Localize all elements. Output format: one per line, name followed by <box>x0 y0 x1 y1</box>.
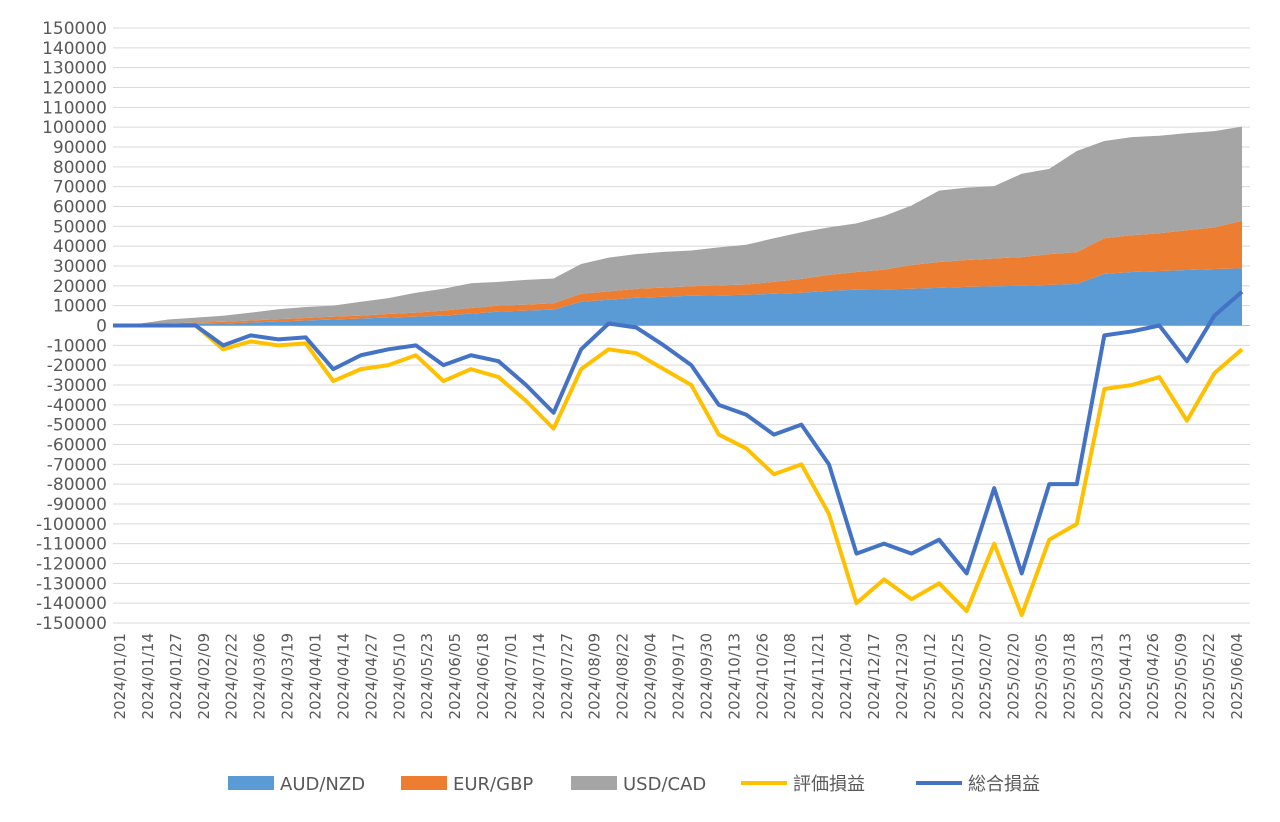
legend-swatch <box>571 776 617 790</box>
x-tick-label: 2024/03/06 <box>251 633 269 719</box>
area-aud-nzd <box>113 268 1242 326</box>
x-tick-label: 2024/12/30 <box>893 633 911 719</box>
x-tick-label: 2024/06/05 <box>446 633 464 719</box>
y-tick-label: 150000 <box>42 19 107 39</box>
x-tick-label: 2025/04/13 <box>1116 633 1134 719</box>
y-tick-label: -100000 <box>36 515 107 535</box>
x-tick-label: 2024/02/22 <box>223 633 241 719</box>
legend-swatch <box>401 776 447 790</box>
y-tick-label: 60000 <box>53 198 107 218</box>
y-tick-label: -60000 <box>47 436 107 456</box>
y-tick-label: -70000 <box>47 455 107 475</box>
y-tick-label: 40000 <box>53 237 107 257</box>
x-tick-label: 2024/09/17 <box>670 633 688 719</box>
y-tick-label: -140000 <box>36 594 107 614</box>
x-tick-label: 2025/03/31 <box>1088 633 1106 719</box>
x-tick-label: 2024/01/27 <box>167 633 185 719</box>
y-tick-label: -20000 <box>47 356 107 376</box>
x-tick-label: 2024/08/09 <box>586 633 604 719</box>
legend-swatch <box>228 776 274 790</box>
y-tick-label: -110000 <box>36 535 107 555</box>
legend-label: USD/CAD <box>623 774 706 795</box>
x-tick-label: 2024/11/08 <box>781 633 799 719</box>
y-tick-label: 100000 <box>42 118 107 138</box>
y-tick-label: -150000 <box>36 614 107 634</box>
y-tick-label: 90000 <box>53 138 107 158</box>
x-tick-label: 2025/03/18 <box>1060 633 1078 719</box>
x-tick-label: 2024/07/01 <box>502 633 520 719</box>
line-total-pl <box>113 290 1244 576</box>
y-tick-label: 110000 <box>42 98 107 118</box>
y-tick-label: 80000 <box>53 158 107 178</box>
y-tick-label: -120000 <box>36 555 107 575</box>
x-tick-label: 2024/06/18 <box>474 633 492 719</box>
x-axis-ticks: 2024/01/01 2024/01/14 2024/01/27 2024/02/09… <box>111 633 1246 719</box>
y-tick-label: 130000 <box>42 59 107 79</box>
x-tick-label: 2024/07/14 <box>530 633 548 719</box>
y-tick-label: -130000 <box>36 574 107 594</box>
y-tick-label: 30000 <box>53 257 107 277</box>
x-tick-label: 2025/05/22 <box>1200 633 1218 719</box>
line-series <box>113 290 1244 618</box>
area-usd-cad <box>113 126 1242 326</box>
y-tick-label: 10000 <box>53 297 107 317</box>
x-tick-label: 2024/05/10 <box>390 633 408 719</box>
x-tick-label: 2025/02/07 <box>977 633 995 719</box>
legend-label: 評価損益 <box>793 774 865 795</box>
legend: AUD/NZD EUR/GBP USD/CAD 評価損益 総合損益 <box>228 774 1040 795</box>
legend-label: AUD/NZD <box>280 774 365 795</box>
y-tick-label: -90000 <box>47 495 107 515</box>
x-tick-label: 2025/04/26 <box>1144 633 1162 719</box>
x-tick-label: 2024/04/14 <box>334 633 352 719</box>
x-tick-label: 2025/02/20 <box>1005 633 1023 719</box>
x-tick-label: 2024/04/27 <box>362 633 380 719</box>
y-tick-label: -30000 <box>47 376 107 396</box>
y-tick-label: 120000 <box>42 79 107 99</box>
y-tick-label: -80000 <box>47 475 107 495</box>
x-tick-label: 2025/01/25 <box>949 633 967 719</box>
x-tick-label: 2024/12/04 <box>837 633 855 719</box>
y-tick-label: 140000 <box>42 39 107 59</box>
y-tick-label: -10000 <box>47 336 107 356</box>
legend-label: 総合損益 <box>968 774 1040 795</box>
x-tick-label: 2025/06/04 <box>1228 633 1246 719</box>
x-tick-label: 2024/03/19 <box>279 633 297 719</box>
y-tick-label: 50000 <box>53 217 107 237</box>
x-tick-label: 2024/04/01 <box>306 633 324 719</box>
x-tick-label: 2024/07/27 <box>558 633 576 719</box>
x-tick-label: 2024/08/22 <box>614 633 632 719</box>
x-tick-label: 2024/05/23 <box>418 633 436 719</box>
y-axis-ticks: -150000-140000-130000-120000-110000-1000… <box>36 19 107 634</box>
x-tick-label: 2024/01/14 <box>139 633 157 719</box>
y-tick-label: 0 <box>96 317 107 337</box>
x-tick-label: 2024/11/21 <box>809 633 827 719</box>
line-valuation-pl <box>113 323 1244 618</box>
y-tick-label: 20000 <box>53 277 107 297</box>
x-tick-label: 2024/02/09 <box>195 633 213 719</box>
x-tick-label: 2024/09/04 <box>642 633 660 719</box>
area-eur-gbp <box>113 220 1242 326</box>
x-tick-label: 2025/01/12 <box>921 633 939 719</box>
x-tick-label: 2024/10/13 <box>725 633 743 719</box>
x-tick-label: 2024/10/26 <box>753 633 771 719</box>
x-tick-label: 2024/09/30 <box>697 633 715 719</box>
y-tick-label: -40000 <box>47 396 107 416</box>
y-tick-label: -50000 <box>47 416 107 436</box>
x-tick-label: 2025/03/05 <box>1033 633 1051 719</box>
x-tick-label: 2024/12/17 <box>865 633 883 719</box>
x-tick-label: 2024/01/01 <box>111 633 129 719</box>
stacked-areas <box>113 126 1242 326</box>
y-tick-label: 70000 <box>53 178 107 198</box>
x-tick-label: 2025/05/09 <box>1172 633 1190 719</box>
legend-label: EUR/GBP <box>453 774 533 795</box>
